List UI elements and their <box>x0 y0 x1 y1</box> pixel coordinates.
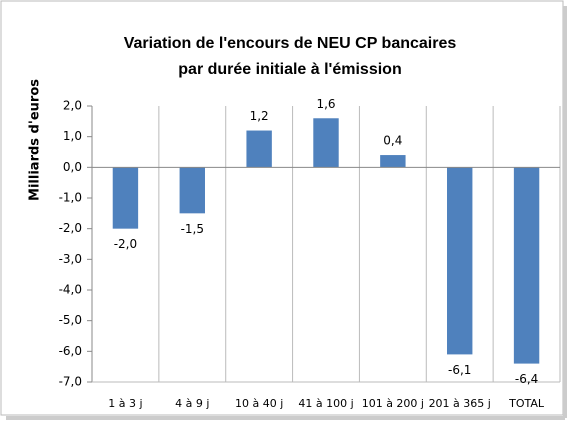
y-axis-label: Milliards d'euros <box>28 79 43 201</box>
x-tick-label: 10 à 40 j <box>235 397 283 410</box>
x-tick-label: TOTAL <box>508 397 545 410</box>
data-label: -1,5 <box>181 222 204 236</box>
data-label: 1,2 <box>250 109 269 123</box>
x-tick-label: 101 à 200 j <box>362 397 424 410</box>
y-tick-label: 2,0 <box>63 99 82 113</box>
y-tick-label: -2,0 <box>59 221 82 235</box>
data-label: 0,4 <box>383 134 402 148</box>
y-tick-label: -3,0 <box>59 252 82 266</box>
y-tick-label: -6,0 <box>59 344 82 358</box>
x-tick-label: 1 à 3 j <box>108 397 142 410</box>
bar <box>513 167 540 364</box>
bar <box>246 130 272 168</box>
y-tick-label: -1,0 <box>59 191 82 205</box>
data-label: -2,0 <box>114 237 137 251</box>
x-tick-label: 201 à 365 j <box>429 397 491 410</box>
x-tick-label: 4 à 9 j <box>175 397 209 410</box>
y-tick-label: 1,0 <box>63 129 82 143</box>
y-tick-label: -7,0 <box>59 375 82 389</box>
bar <box>179 167 205 214</box>
data-label: -6,1 <box>448 363 471 377</box>
y-tick-label: -4,0 <box>59 283 82 297</box>
bar <box>380 155 406 168</box>
y-tick-label: 0,0 <box>63 160 82 174</box>
x-tick-label: 41 à 100 j <box>298 397 353 410</box>
y-tick-label: -5,0 <box>59 313 82 327</box>
chart-title: par durée initiale à l'émission <box>178 61 401 78</box>
bar <box>313 118 339 168</box>
data-label: -6,4 <box>515 372 538 386</box>
data-label: 1,6 <box>316 97 335 111</box>
bar <box>112 167 139 229</box>
bar <box>447 167 473 355</box>
chart-title: Variation de l'encours de NEU CP bancair… <box>124 35 457 52</box>
